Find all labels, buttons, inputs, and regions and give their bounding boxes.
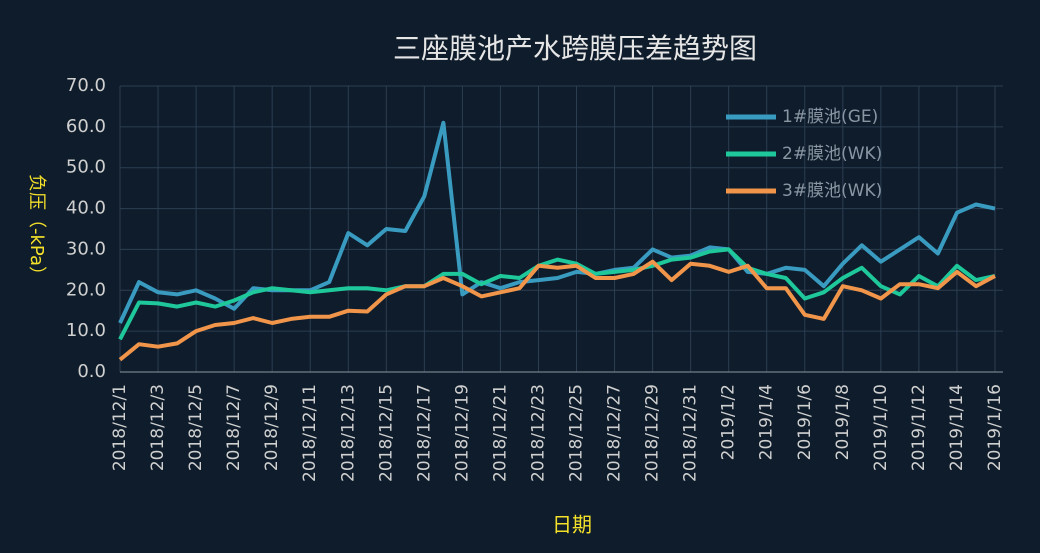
y-tick-label: 60.0 xyxy=(66,116,106,137)
x-tick-label: 2019/1/8 xyxy=(833,384,853,460)
y-tick-label: 0.0 xyxy=(77,361,106,382)
x-tick-label: 2019/1/4 xyxy=(757,384,777,460)
x-tick-label: 2018/12/13 xyxy=(338,384,358,482)
x-tick-label: 2018/12/21 xyxy=(490,384,510,482)
y-tick-label: 70.0 xyxy=(66,75,106,96)
y-tick-label: 20.0 xyxy=(66,279,106,300)
x-tick-label: 2019/1/2 xyxy=(719,384,739,460)
x-axis-label: 日期 xyxy=(552,513,592,537)
x-tick-label: 2018/12/29 xyxy=(643,384,663,482)
series-line xyxy=(118,259,996,362)
x-tick-label: 2018/12/15 xyxy=(376,384,396,482)
x-tick-label: 2018/12/7 xyxy=(224,384,244,471)
legend-label: 1#膜池(GE) xyxy=(782,107,878,127)
series-line xyxy=(118,247,996,341)
y-tick-label: 40.0 xyxy=(66,198,106,219)
x-tick-label: 2019/1/12 xyxy=(909,384,929,471)
y-tick-label: 30.0 xyxy=(66,238,106,259)
x-tick-label: 2018/12/25 xyxy=(567,384,587,482)
x-tick-label: 2019/1/10 xyxy=(871,384,891,471)
x-tick-label: 2018/12/27 xyxy=(605,384,625,482)
x-tick-label: 2018/12/17 xyxy=(414,384,434,482)
x-tick-label: 2018/12/9 xyxy=(262,384,282,471)
x-tick-label: 2018/12/1 xyxy=(110,384,130,471)
chart-title: 三座膜池产水跨膜压差趋势图 xyxy=(393,32,757,65)
x-tick-label: 2018/12/11 xyxy=(300,384,320,482)
x-tick-label: 2019/1/14 xyxy=(947,384,967,471)
x-tick-label: 2018/12/23 xyxy=(528,384,548,482)
x-tick-label: 2019/1/16 xyxy=(985,384,1005,471)
legend-label: 3#膜池(WK) xyxy=(782,181,882,201)
y-tick-label: 10.0 xyxy=(66,320,106,341)
x-tick-label: 2018/12/3 xyxy=(148,384,168,471)
x-tick-label: 2019/1/6 xyxy=(795,384,815,460)
y-axis-label: 负压（-kPa） xyxy=(26,174,47,284)
x-tick-label: 2018/12/31 xyxy=(681,384,701,482)
x-tick-label: 2018/12/5 xyxy=(186,384,206,471)
y-tick-label: 50.0 xyxy=(66,157,106,178)
legend-label: 2#膜池(WK) xyxy=(782,144,882,164)
x-tick-label: 2018/12/19 xyxy=(452,384,472,482)
